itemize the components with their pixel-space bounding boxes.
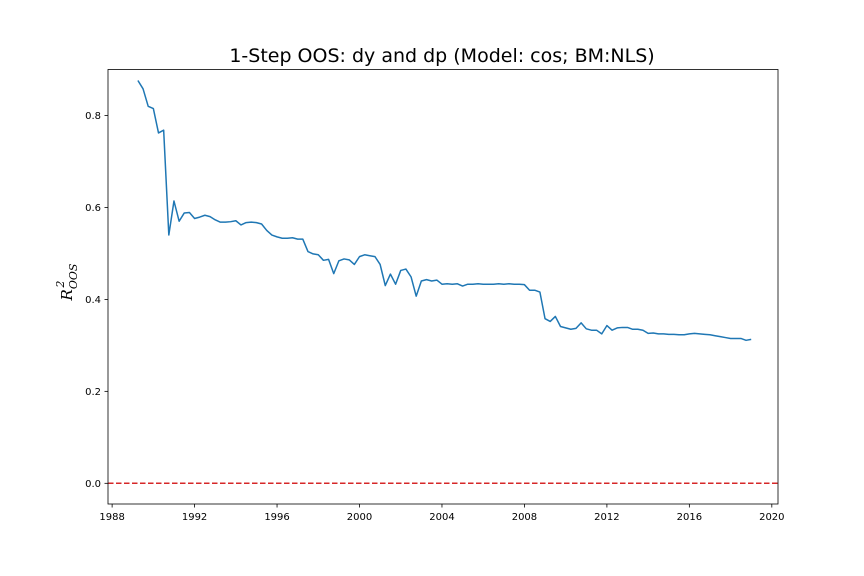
y-tick-label: 0.4 xyxy=(85,295,101,306)
x-tick-label: 1988 xyxy=(99,512,124,523)
x-tick-label: 2004 xyxy=(429,512,454,523)
y-tick-label: 0.6 xyxy=(85,203,101,214)
x-tick-label: 2008 xyxy=(512,512,537,523)
y-axis-label-sup: 2 xyxy=(54,281,67,289)
x-tick-label: 1992 xyxy=(182,512,207,523)
x-tick-label: 2020 xyxy=(759,512,784,523)
y-axis-label-base: R xyxy=(58,289,76,301)
y-tick-label: 0.0 xyxy=(85,479,101,490)
series-line-0 xyxy=(137,80,752,342)
plot-frame xyxy=(107,69,779,505)
plot-layer: 1988 1992 1996 2000 2004 2008 2012 2016 2020 0.0 0… xyxy=(85,80,785,523)
x-tick-label: 2000 xyxy=(347,512,372,523)
x-tick-label: 2012 xyxy=(594,512,619,523)
y-axis-label-sub: OOS xyxy=(67,263,80,289)
x-tick-label: 2016 xyxy=(677,512,702,523)
chart-title: 1-Step OOS: dy and dp (Model: cos; BM:NL… xyxy=(229,45,654,67)
y-tick-label: 0.8 xyxy=(85,111,101,122)
x-tick-label: 1996 xyxy=(264,512,289,523)
y-tick-label: 0.2 xyxy=(85,387,101,398)
svg-text:ROOS2: ROOS2 xyxy=(54,263,80,301)
y-axis-label: ROOS2 xyxy=(54,263,80,301)
